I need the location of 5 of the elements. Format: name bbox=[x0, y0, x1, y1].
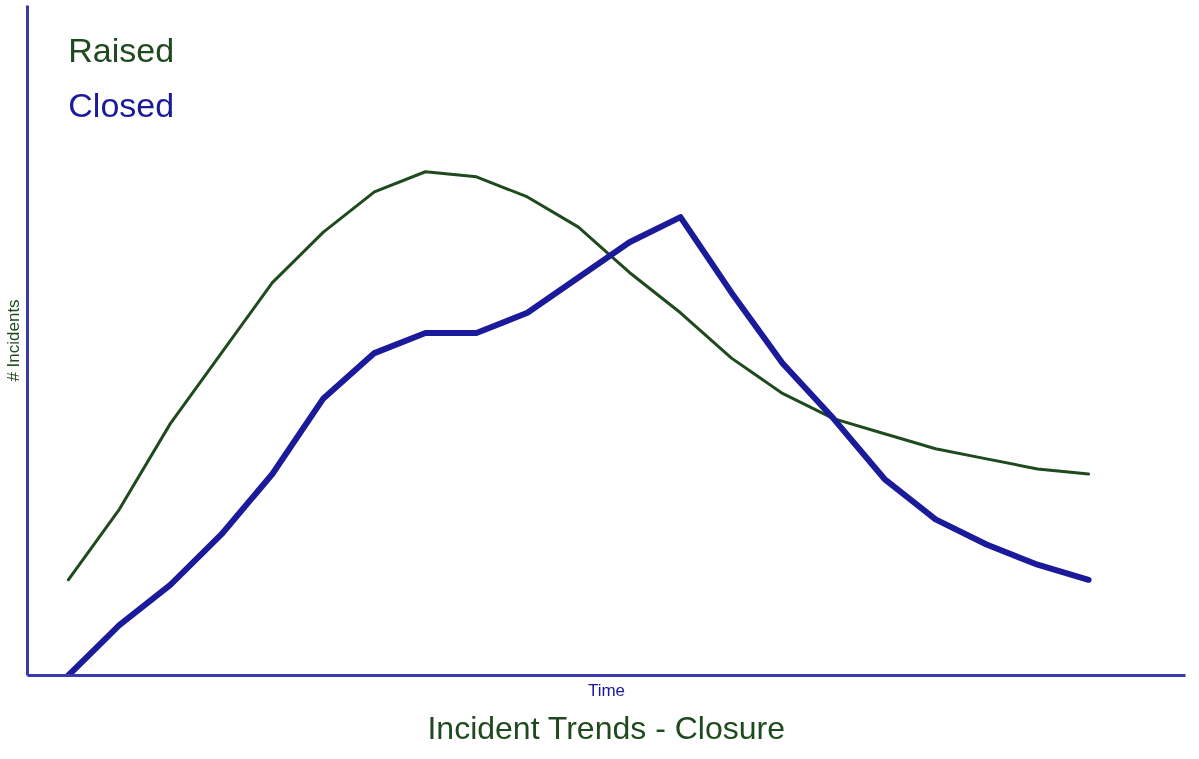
x-axis-title: Time bbox=[587, 680, 626, 700]
text: Incident Trends - Closure bbox=[427, 709, 785, 746]
text: Raised bbox=[68, 30, 175, 69]
y-axis-title: # Incidents bbox=[3, 299, 23, 382]
text: Closed bbox=[68, 86, 175, 125]
